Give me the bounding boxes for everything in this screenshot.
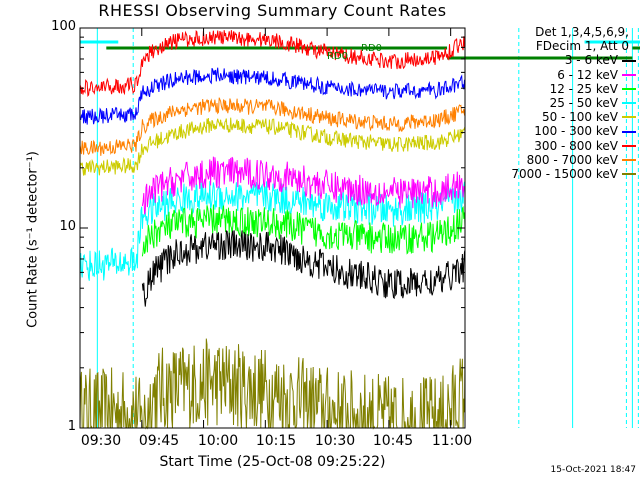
legend-swatch	[622, 173, 636, 176]
legend-label: 800 - 7000 keV	[526, 152, 618, 167]
legend-swatch	[622, 130, 636, 133]
legend-item-7000-15000-kev: 7000 - 15000 keV	[470, 167, 638, 181]
legend-item-800-7000-kev: 800 - 7000 keV	[470, 153, 638, 167]
y-tick-label-10: 10	[59, 219, 76, 234]
legend: Det 1,3,4,5,6,9, FDecim 1, Att 0 3 - 6 k…	[470, 25, 638, 181]
legend-label: 25 - 50 keV	[549, 96, 618, 111]
legend-label: 300 - 800 keV	[534, 138, 618, 153]
x-tick-label-0930: 09:30	[80, 433, 122, 449]
legend-item-12-25-kev: 12 - 25 keV	[470, 82, 638, 96]
legend-item-3-6-kev: 3 - 6 keV	[470, 53, 638, 67]
x-axis-label: Start Time (25-Oct-08 09:25:22)	[159, 454, 386, 470]
legend-header-line-2: FDecim 1, Att 0	[535, 39, 629, 54]
y-axis-label: Count Rate (s⁻¹ detector⁻¹)	[25, 151, 41, 328]
footer-timestamp: 15-Oct-2021 18:47	[550, 465, 636, 475]
x-tick-label-1100: 11:00	[431, 433, 473, 449]
legend-label: 100 - 300 keV	[534, 124, 618, 139]
annotation-rd0-b: RD0	[327, 51, 349, 62]
legend-swatch	[622, 158, 636, 161]
y-tick-label-100: 100	[51, 19, 76, 34]
x-tick-label-1030: 10:30	[314, 433, 356, 449]
legend-item-50-100-kev: 50 - 100 keV	[470, 110, 638, 124]
legend-label: 50 - 100 keV	[541, 110, 618, 125]
x-tick-label-0945: 09:45	[138, 433, 180, 449]
y-tick-label-1: 1	[67, 419, 76, 434]
legend-swatch	[622, 59, 636, 62]
legend-swatch	[622, 102, 636, 105]
legend-label: 12 - 25 keV	[549, 81, 618, 96]
x-tick-label-1015: 10:15	[255, 433, 297, 449]
legend-item-6-12-kev: 6 - 12 keV	[470, 68, 638, 82]
legend-header-line-1: Det 1,3,4,5,6,9,	[535, 25, 629, 39]
legend-swatch	[622, 87, 636, 90]
annotation-rd0-a: RD0	[361, 43, 383, 54]
legend-label: 3 - 6 keV	[564, 53, 618, 68]
x-tick-label-1000: 10:00	[197, 433, 239, 449]
legend-label: 7000 - 15000 keV	[511, 167, 618, 182]
legend-swatch	[622, 144, 636, 147]
legend-swatch	[622, 73, 636, 76]
legend-item-300-800-kev: 300 - 800 keV	[470, 139, 638, 153]
x-tick-label-1045: 10:45	[372, 433, 414, 449]
legend-label: 6 - 12 keV	[557, 67, 618, 82]
legend-swatch	[622, 116, 636, 119]
chart-title: RHESSI Observing Summary Count Rates	[98, 1, 447, 20]
legend-item-100-300-kev: 100 - 300 keV	[470, 124, 638, 138]
legend-item-25-50-kev: 25 - 50 keV	[470, 96, 638, 110]
